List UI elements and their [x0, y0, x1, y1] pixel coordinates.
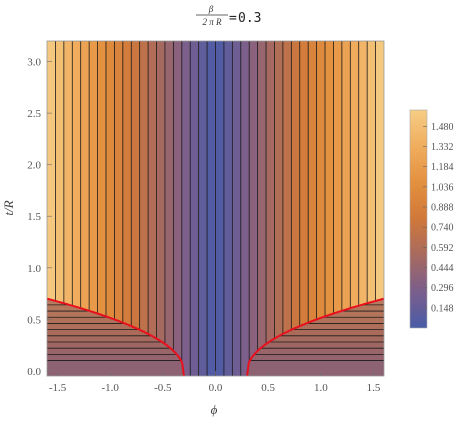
boundary-curve-left — [47, 297, 185, 376]
fill-band — [47, 41, 56, 376]
fill-band — [63, 41, 73, 376]
x-axis-label: ϕ — [211, 402, 218, 417]
colorbar-tick-label: 1.036 — [431, 182, 454, 193]
fill-band — [358, 41, 368, 376]
fill-band — [114, 41, 124, 376]
y-tick-label: 2.5 — [27, 108, 41, 120]
title-numerator: β — [208, 4, 214, 14]
fill-band — [291, 41, 301, 376]
y-tick-label: 2.0 — [27, 160, 41, 172]
fill-band — [350, 41, 360, 376]
y-tick-label: 1.5 — [27, 211, 41, 223]
fill-band — [367, 41, 377, 376]
fill-band — [181, 41, 191, 376]
title-value: 0.3 — [238, 11, 261, 26]
x-tick-label: 1.0 — [314, 382, 328, 394]
colorbar-ticks: 1.480 1.332 1.184 1.036 0.888 0.740 0.592 0.444… — [423, 122, 454, 314]
fill-band — [257, 41, 267, 376]
contour-lines — [55, 41, 376, 376]
plot-area — [47, 41, 384, 376]
x-tick-label: 1.5 — [367, 382, 381, 394]
fill-band — [131, 41, 141, 376]
title-denominator: 2 π R — [202, 17, 222, 27]
title-equals: = — [229, 11, 237, 26]
fill-band — [207, 41, 216, 376]
colorbar-tick-label: 1.184 — [431, 162, 454, 173]
fill-band — [325, 41, 334, 376]
lower-region-left — [47, 298, 184, 376]
fill-band — [299, 41, 309, 376]
plot-title: β 2 π R = 0.3 — [196, 4, 261, 27]
lower-region-right — [247, 298, 384, 376]
x-tick-label: 0.5 — [261, 382, 275, 394]
fill-band — [148, 41, 158, 376]
fill-band — [139, 41, 149, 376]
fill-band — [240, 41, 250, 376]
fill-band — [375, 41, 384, 376]
colorbar-tick-label: 0.148 — [431, 303, 454, 314]
fill-band — [80, 41, 90, 376]
fill-band — [333, 41, 343, 376]
fill-band — [198, 41, 208, 376]
fill-band — [223, 41, 233, 376]
x-tick-label: -1.5 — [49, 382, 67, 394]
colorbar-tick-label: 0.296 — [431, 283, 454, 294]
fill-band — [308, 41, 318, 376]
colorbar-tick-label: 1.480 — [431, 122, 454, 133]
fill-band — [190, 41, 200, 376]
colorbar-tick-label: 0.592 — [431, 243, 454, 254]
colorbar-tick-label: 0.444 — [431, 263, 454, 274]
fill-band — [105, 41, 115, 376]
boundary-curve-right — [246, 297, 384, 376]
fill-band — [316, 41, 326, 376]
fill-band — [341, 41, 351, 376]
x-tick-label: 0.0 — [209, 382, 223, 394]
fill-band — [122, 41, 132, 376]
fill-band — [249, 41, 259, 376]
colorbar-tick-label: 0.888 — [431, 203, 454, 214]
fill-band — [156, 41, 166, 376]
fill-band — [232, 41, 242, 376]
fill-band — [282, 41, 292, 376]
fill-band — [97, 41, 107, 376]
colorbar-gradient — [409, 109, 428, 329]
fill-band — [266, 41, 275, 376]
fill-band — [55, 41, 65, 376]
colorbar: 1.480 1.332 1.184 1.036 0.888 0.740 0.592 0.444… — [409, 109, 454, 329]
fill-band — [274, 41, 284, 376]
y-tick-label: 0.5 — [27, 314, 41, 326]
y-axis: 0.0 0.5 1.0 1.5 2.0 2.5 3.0 — [27, 57, 52, 378]
y-tick-label: 0.0 — [27, 366, 41, 378]
fill-band — [89, 41, 99, 376]
y-tick-label: 1.0 — [27, 263, 41, 275]
y-axis-label: t/R — [1, 200, 16, 215]
x-axis: -1.5 -1.0 -0.5 0.0 0.5 1.0 1.5 — [49, 371, 381, 394]
fill-band — [215, 41, 225, 376]
fill-band — [72, 41, 82, 376]
x-tick-label: -1.0 — [101, 382, 119, 394]
colorbar-tick-label: 1.332 — [431, 142, 454, 153]
horizontal-contour-lines — [47, 304, 384, 361]
x-tick-label: -0.5 — [154, 382, 172, 394]
y-tick-label: 3.0 — [27, 57, 41, 69]
fill-band — [164, 41, 174, 376]
fill-band — [173, 41, 183, 376]
colorbar-tick-label: 0.740 — [431, 223, 454, 234]
